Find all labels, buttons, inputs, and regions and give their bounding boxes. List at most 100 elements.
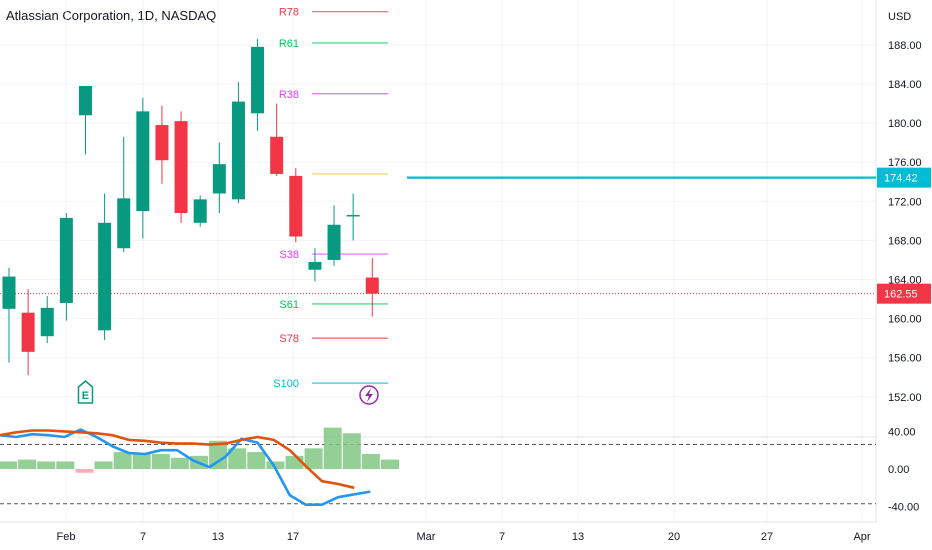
candle-body [136,111,150,212]
osc-y-tick-label: -40.00 [888,502,919,514]
candle-body [346,214,360,217]
histogram-bar [323,427,342,469]
price-badge-bg [877,167,931,188]
earnings-marker-label: E [82,390,89,402]
pivot-label: S78 [279,333,299,345]
pivot-label: S61 [279,299,299,311]
osc-series-line [0,429,355,490]
histogram-bar [361,453,380,469]
candle-body [251,46,265,114]
y-tick-label: 180.00 [888,118,922,130]
chart-title: Atlassian Corporation, 1D, NASDAQ [6,8,217,23]
candle-body [40,307,54,337]
histogram-bar [37,461,56,469]
candle [98,193,112,341]
x-tick-label: 27 [761,531,773,543]
candlestick-series [2,39,379,376]
x-tick-label: Apr [853,531,870,543]
y-tick-label: 164.00 [888,275,922,287]
candle-body [231,101,245,200]
candle [270,103,284,176]
candle [2,267,16,363]
candle-body [21,312,35,352]
candle [308,248,322,282]
candle-body [365,277,379,294]
histogram-bar [209,440,228,469]
pivot-levels: R78 R61 R38 S38 S61 S78 S100 [0,7,876,390]
candle [21,289,35,376]
histogram-bar [18,459,37,469]
candle-body [270,136,284,174]
x-tick-label: 7 [499,531,505,543]
price-badge-label: 174.42 [884,173,918,185]
candle-body [193,199,207,223]
osc-series-line [0,428,371,506]
histogram-bar [113,452,132,469]
histogram-bar [132,453,151,469]
histogram-bar [151,453,170,469]
candle [327,205,341,266]
candle [231,82,245,204]
candle-body [117,198,131,249]
candle-body [59,217,73,303]
oscillator-pane [0,427,876,506]
grid-lines [0,0,877,523]
y-tick-label: 160.00 [888,314,922,326]
x-tick-label: 13 [572,531,584,543]
candle [40,296,54,344]
price-badge: 174.42 [877,167,931,188]
candle [212,142,226,214]
axes: USD 188.00 184.00 180.00 176.00 172.00 168.00 1… [57,11,931,543]
x-tick-label: 7 [140,531,146,543]
event-markers[interactable]: E [77,380,379,405]
histogram-bar [75,469,94,473]
histogram-bar [266,461,285,469]
histogram-bar [381,459,399,469]
candle-body [2,276,16,309]
histogram-bar [0,461,17,469]
earnings-marker-icon [77,380,94,404]
x-tick-label: Feb [57,531,76,543]
candle [78,85,92,155]
pivot-label: S100 [273,378,299,390]
candle-body [98,222,112,331]
x-tick-label: 13 [212,531,224,543]
candle-body [327,224,341,260]
candle [289,168,303,243]
pivot-label: R38 [279,89,299,101]
candle-body [78,85,92,116]
candle [174,111,188,223]
candle-body [308,261,322,270]
x-tick-label: Mar [417,531,436,543]
histogram-bar [170,457,189,469]
candle-body [174,121,188,214]
candle-body [212,164,226,194]
histogram-bar [94,461,113,469]
y-tick-label: 152.00 [888,392,922,404]
histogram-bar [228,448,247,469]
lightning-bolt-icon [365,388,373,402]
price-badge: 162.55 [877,283,931,304]
histogram-bar [247,452,266,469]
candle-body [289,175,303,237]
y-tick-label: 156.00 [888,353,922,365]
candle [117,136,131,253]
histogram-bar [342,433,361,469]
candle [365,257,379,317]
y-tick-label: 184.00 [888,79,922,91]
candle-body [155,125,169,161]
candle [155,105,169,184]
candle [59,213,73,321]
y-tick-label: 168.00 [888,235,922,247]
candle [346,193,360,241]
price-badge-bg [877,283,931,304]
y-tick-label: 188.00 [888,40,922,52]
candle [193,195,207,227]
histogram-bar [56,461,75,469]
y-tick-label: 176.00 [888,157,922,169]
osc-y-tick-label: 40.00 [888,426,916,438]
currency-label: USD [888,11,911,23]
y-tick-label: 172.00 [888,196,922,208]
candle [251,39,265,131]
